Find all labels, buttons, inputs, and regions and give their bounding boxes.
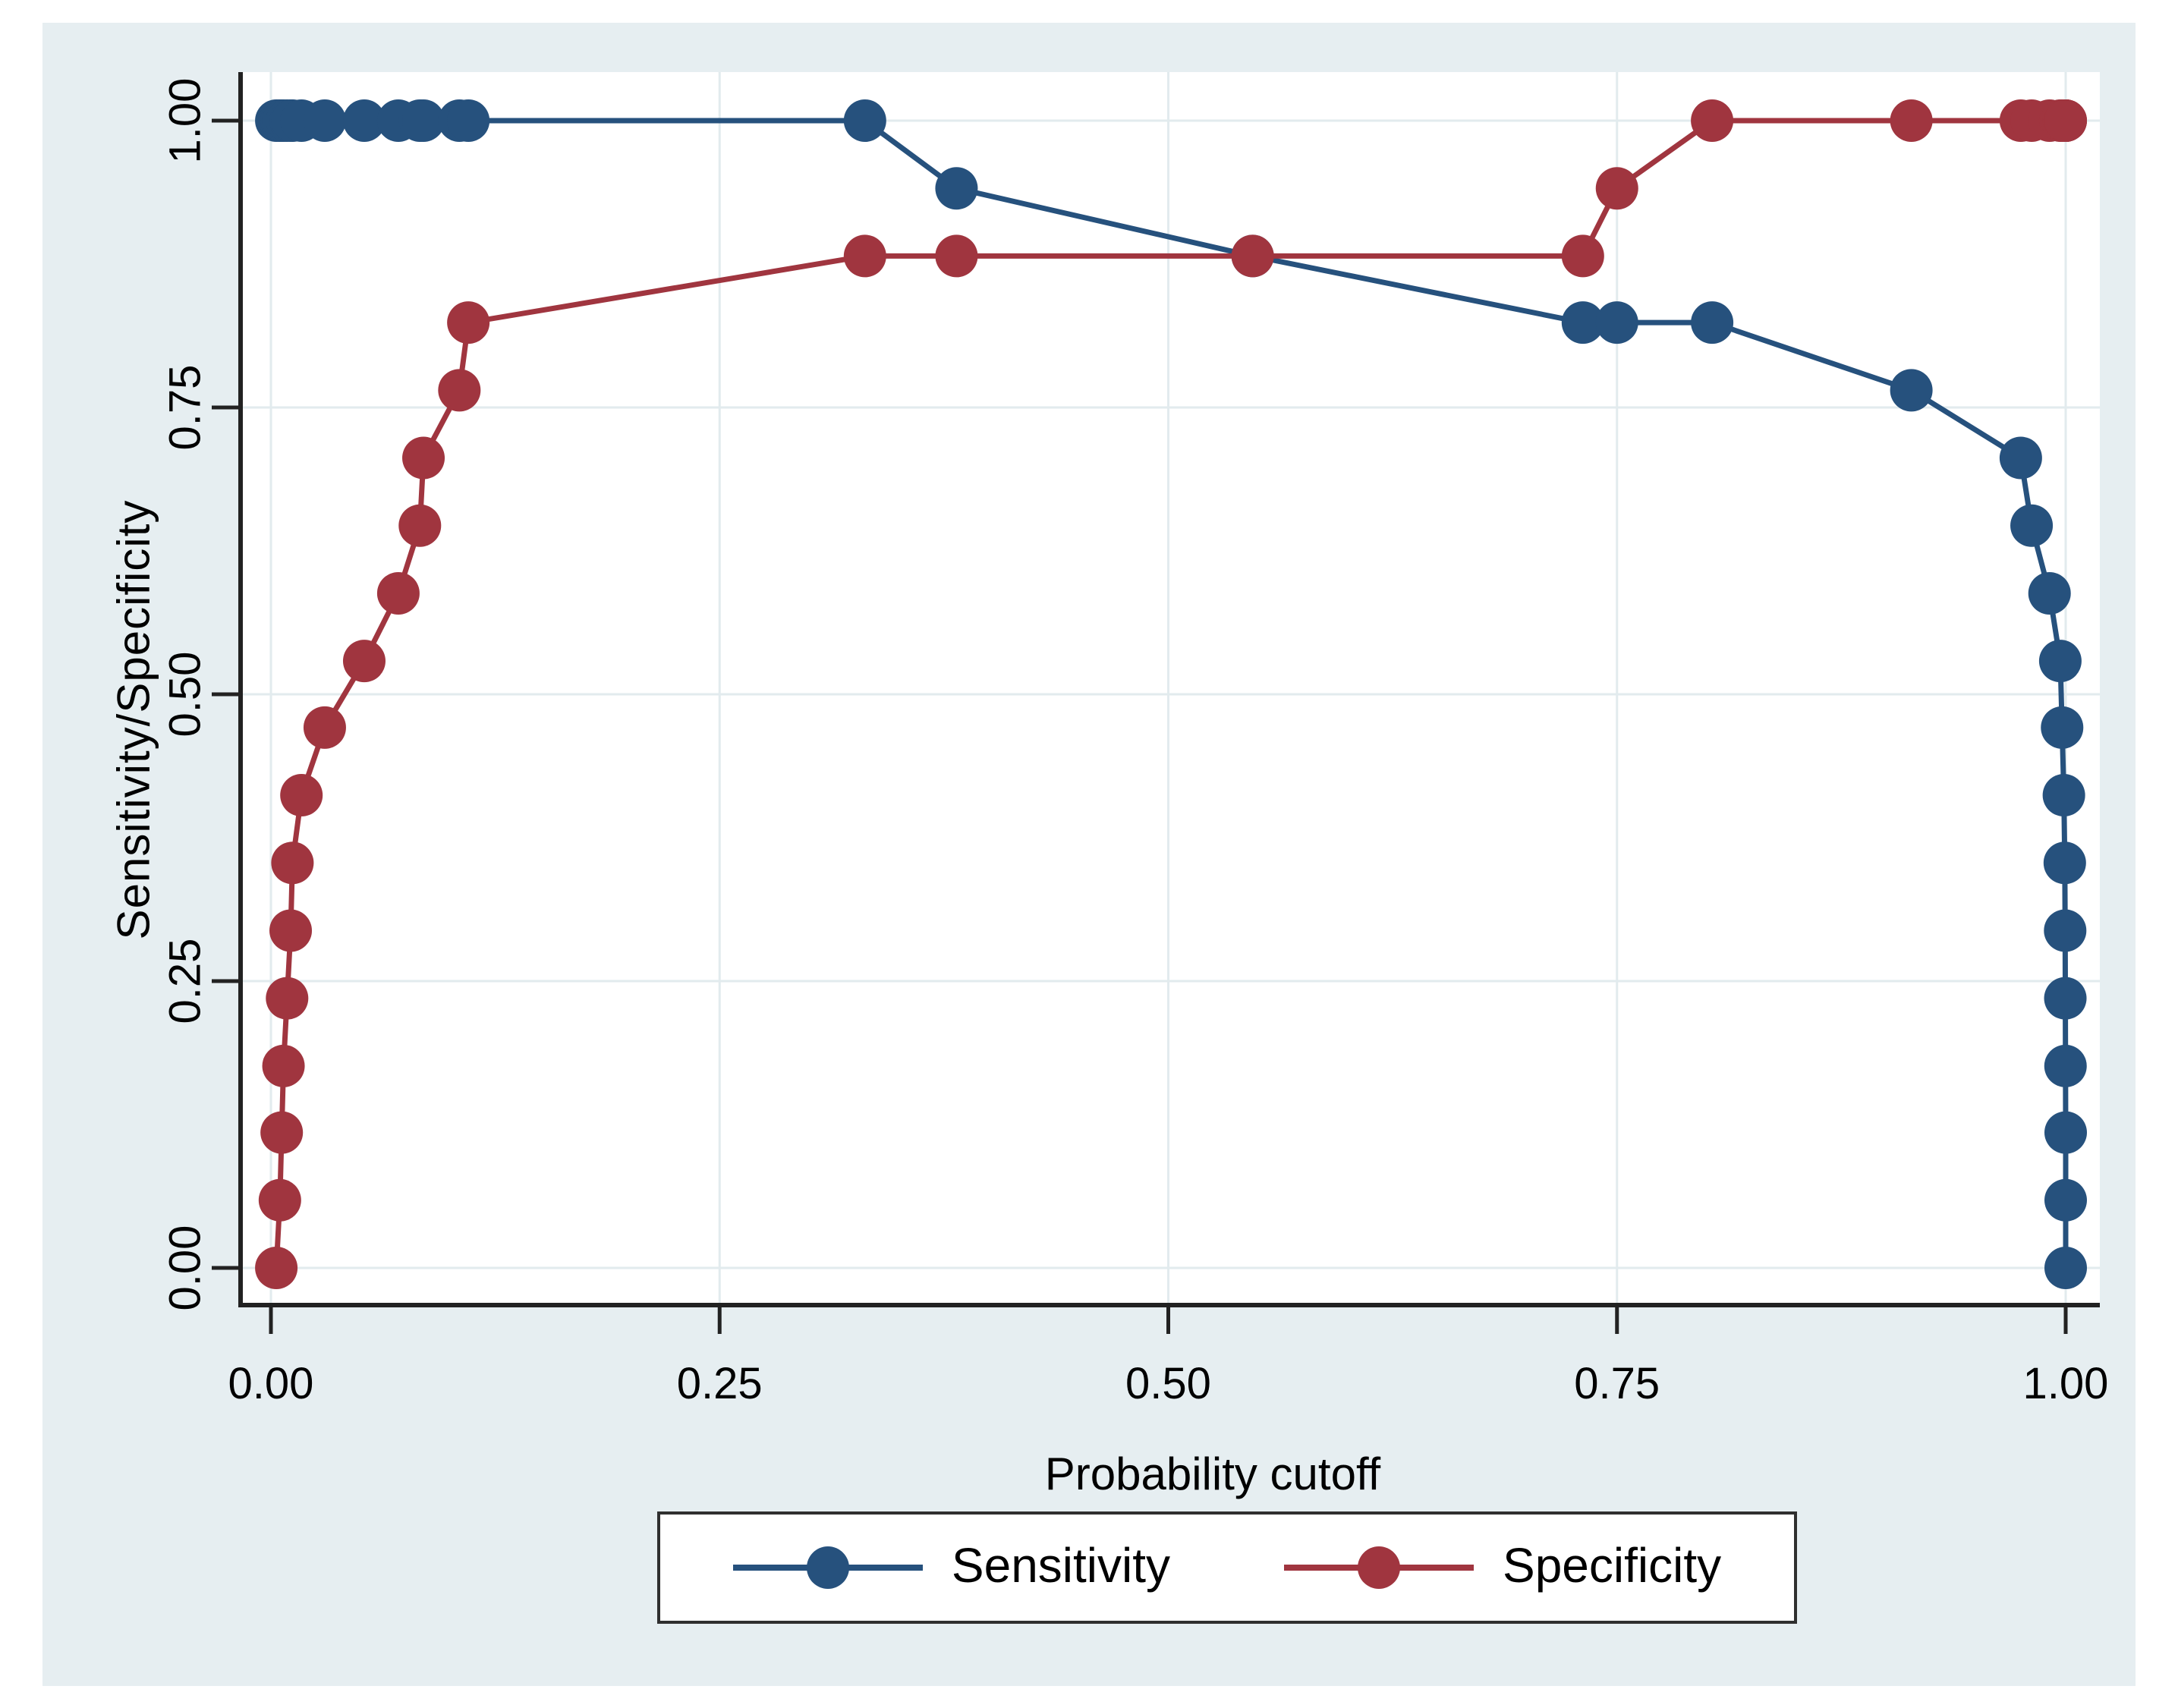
sensitivity-marker — [303, 99, 346, 142]
specificity-marker — [1231, 234, 1274, 278]
x-tick-label-4: 1.00 — [2023, 1359, 2109, 1408]
y-tick-label-4: 1.00 — [160, 78, 209, 164]
figure-panel: 0.00 0.25 0.50 0.75 1.00 0.00 0.25 0.50 0.75 1.00… — [42, 23, 2136, 1686]
sensitivity-marker — [2044, 909, 2087, 952]
x-tick-label-2: 0.50 — [1125, 1359, 1211, 1408]
specificity-marker — [398, 504, 442, 547]
sensitivity-marker — [2041, 706, 2084, 749]
specificity-marker — [260, 1111, 304, 1154]
specificity-marker — [1595, 167, 1638, 210]
specificity-marker — [1561, 234, 1604, 278]
sensitivity-marker — [1561, 301, 1604, 344]
sensitivity-marker — [2043, 841, 2086, 885]
x-axis-title: Probability cutoff — [1044, 1448, 1381, 1499]
sensitivity-marker — [1890, 369, 1933, 412]
sensitivity-marker — [843, 99, 886, 142]
specificity-marker — [2044, 99, 2087, 142]
x-tick-label-1: 0.25 — [677, 1359, 763, 1408]
specificity-key-marker — [1358, 1546, 1400, 1589]
legend: Sensitivity Specificity — [657, 1511, 1797, 1624]
sensitivity-marker — [1999, 436, 2042, 480]
sensitivity-marker — [2010, 504, 2054, 547]
specificity-marker — [342, 640, 386, 683]
y-axis-title: Sensitivity/Specificity — [108, 499, 159, 940]
sensitivity-marker — [402, 99, 445, 142]
specificity-marker — [266, 977, 309, 1020]
specificity-marker — [402, 436, 445, 480]
y-tick-label-1: 0.25 — [160, 939, 209, 1024]
x-tick-label-3: 0.75 — [1574, 1359, 1660, 1408]
sensitivity-marker — [2044, 1111, 2087, 1154]
sensitivity-marker — [447, 99, 490, 142]
y-tick-label-3: 0.75 — [160, 365, 209, 451]
sensitivity-marker — [1595, 301, 1638, 344]
sensitivity-marker — [2038, 640, 2082, 683]
sensitivity-marker — [2044, 1178, 2087, 1222]
y-tick-label-0: 0.00 — [160, 1225, 209, 1311]
sensitivity-marker — [2028, 571, 2071, 615]
chart-canvas: 0.00 0.25 0.50 0.75 1.00 0.00 0.25 0.50 0.75 1.00 — [160, 72, 2109, 1408]
sensitivity-marker — [2044, 1044, 2087, 1087]
specificity-marker — [258, 1178, 301, 1222]
specificity-marker — [1890, 99, 1933, 142]
y-tick-label-2: 0.50 — [160, 652, 209, 738]
specificity-marker — [438, 369, 481, 412]
sensitivity-marker — [342, 99, 386, 142]
sensitivity-marker — [1691, 301, 1734, 344]
specificity-marker — [376, 571, 420, 615]
sensitivity-marker — [2044, 1247, 2087, 1289]
plot-area — [241, 72, 2100, 1305]
specificity-marker — [269, 909, 313, 952]
specificity-key-line — [1284, 1546, 1474, 1589]
specificity-marker — [1691, 99, 1734, 142]
specificity-marker — [271, 841, 314, 885]
legend-label-specificity: Specificity — [1503, 1538, 1722, 1593]
x-tick-label-0: 0.00 — [228, 1359, 314, 1408]
sensitivity-marker — [935, 167, 978, 210]
specificity-marker — [262, 1044, 305, 1087]
specificity-marker — [843, 234, 886, 278]
specificity-marker — [447, 301, 490, 344]
legend-item-sensitivity: Sensitivity — [732, 1538, 1170, 1594]
sensitivity-key-marker — [806, 1546, 849, 1589]
specificity-marker — [280, 774, 323, 817]
sensitivity-marker — [2044, 977, 2087, 1020]
specificity-marker — [255, 1247, 298, 1289]
specificity-marker — [935, 234, 978, 278]
sensitivity-marker — [2042, 774, 2085, 817]
legend-label-sensitivity: Sensitivity — [951, 1538, 1170, 1593]
sensitivity-key-line — [732, 1546, 923, 1589]
specificity-marker — [303, 706, 346, 749]
legend-item-specificity: Specificity — [1284, 1541, 1721, 1594]
